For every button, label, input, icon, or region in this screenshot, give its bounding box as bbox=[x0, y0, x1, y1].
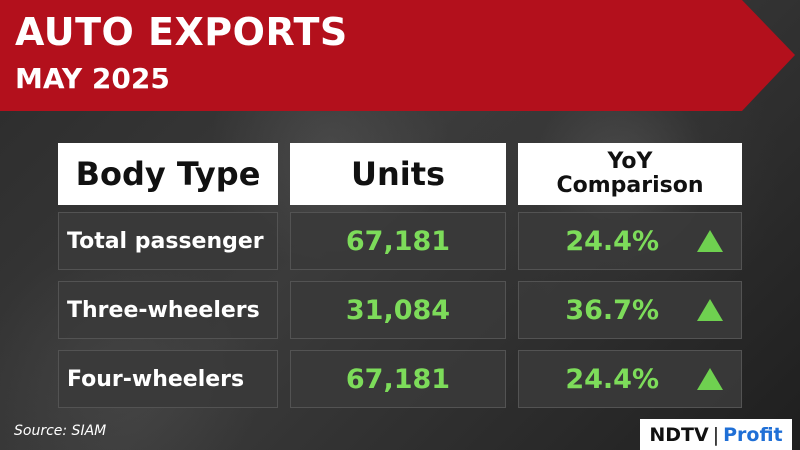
up-arrow-icon bbox=[697, 299, 723, 321]
table-cell: 24.4% bbox=[518, 350, 742, 408]
title: AUTO EXPORTS bbox=[15, 10, 348, 54]
logo-text: Profit bbox=[723, 423, 783, 446]
yoy-value: 36.7% bbox=[565, 294, 659, 326]
row-label: Three-wheelers bbox=[67, 297, 260, 323]
column-header: YoY Comparison bbox=[518, 143, 742, 205]
column-header: Units bbox=[290, 143, 506, 205]
subtitle: MAY 2025 bbox=[15, 62, 170, 95]
logo-text: NDTV bbox=[649, 423, 709, 446]
yoy-value: 24.4% bbox=[565, 225, 659, 257]
table-cell: Three-wheelers bbox=[58, 281, 278, 339]
logo-separator: | bbox=[712, 423, 720, 446]
table-cell: 24.4% bbox=[518, 212, 742, 270]
row-label: Four-wheelers bbox=[67, 366, 245, 392]
column-header: Body Type bbox=[58, 143, 278, 205]
units-value: 31,084 bbox=[345, 294, 451, 326]
source: Source: SIAM bbox=[14, 423, 107, 439]
yoy-value: 24.4% bbox=[565, 363, 659, 395]
row-label: Total passenger bbox=[67, 228, 264, 254]
table-cell: 36.7% bbox=[518, 281, 742, 339]
table-cell: Four-wheelers bbox=[58, 350, 278, 408]
logo: NDTV | Profit bbox=[640, 419, 792, 450]
units-value: 67,181 bbox=[345, 363, 451, 395]
units-value: 67,181 bbox=[345, 225, 451, 257]
up-arrow-icon bbox=[697, 230, 723, 252]
table-cell: 67,181 bbox=[290, 350, 506, 408]
table-cell: Total passenger bbox=[58, 212, 278, 270]
table-cell: 67,181 bbox=[290, 212, 506, 270]
table-cell: 31,084 bbox=[290, 281, 506, 339]
header-banner bbox=[0, 0, 795, 111]
up-arrow-icon bbox=[697, 368, 723, 390]
